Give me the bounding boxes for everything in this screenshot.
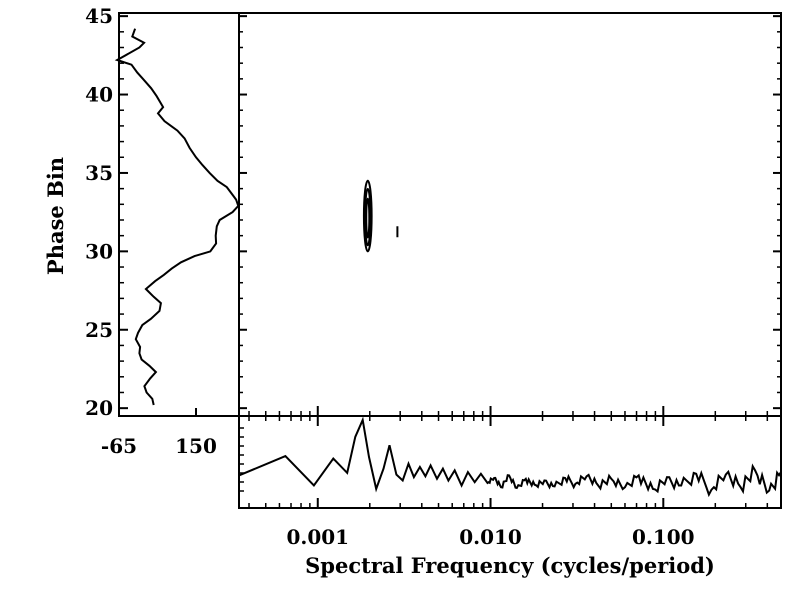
contour-mid [364, 187, 372, 247]
profile-x-tick-label: -65 [101, 434, 137, 458]
contour-feature [362, 179, 373, 253]
phase-frequency-map-frame [238, 12, 782, 417]
spectrum-line [238, 416, 782, 498]
spectrum-x-tick-label: 0.001 [286, 525, 349, 549]
y-tick-label: 40 [85, 83, 113, 107]
y-tick-label: 20 [85, 396, 113, 420]
contour-inner [365, 197, 371, 239]
contour-group [362, 179, 399, 253]
spectrum-x-tick-label: 0.100 [632, 525, 695, 549]
y-axis-ticks: 20 25 30 35 40 45 [85, 4, 781, 420]
x-axis-label: Spectral Frequency (cycles/period) [305, 553, 715, 578]
frequency-spectrum-frame [238, 415, 782, 509]
y-tick-label: 45 [85, 4, 113, 28]
profile-x-tick-label: 150 [175, 434, 217, 458]
spectrum-line-group [238, 416, 782, 498]
profile-x-ticks: -65 150 [101, 408, 217, 458]
contour-outer [362, 179, 373, 253]
y-tick-label: 30 [85, 239, 113, 263]
phase-profile-line [114, 28, 240, 406]
map-axis-ticks [248, 406, 769, 416]
y-tick-label: 25 [85, 318, 113, 342]
y-tick-label: 35 [85, 161, 113, 185]
spectrum-x-tick-label: 0.010 [459, 525, 522, 549]
spectrum-axis-ticks: 0.001 0.010 0.100 [239, 416, 769, 549]
phase-profile-line-group [114, 28, 240, 406]
y-axis-label: Phase Bin [43, 157, 68, 275]
